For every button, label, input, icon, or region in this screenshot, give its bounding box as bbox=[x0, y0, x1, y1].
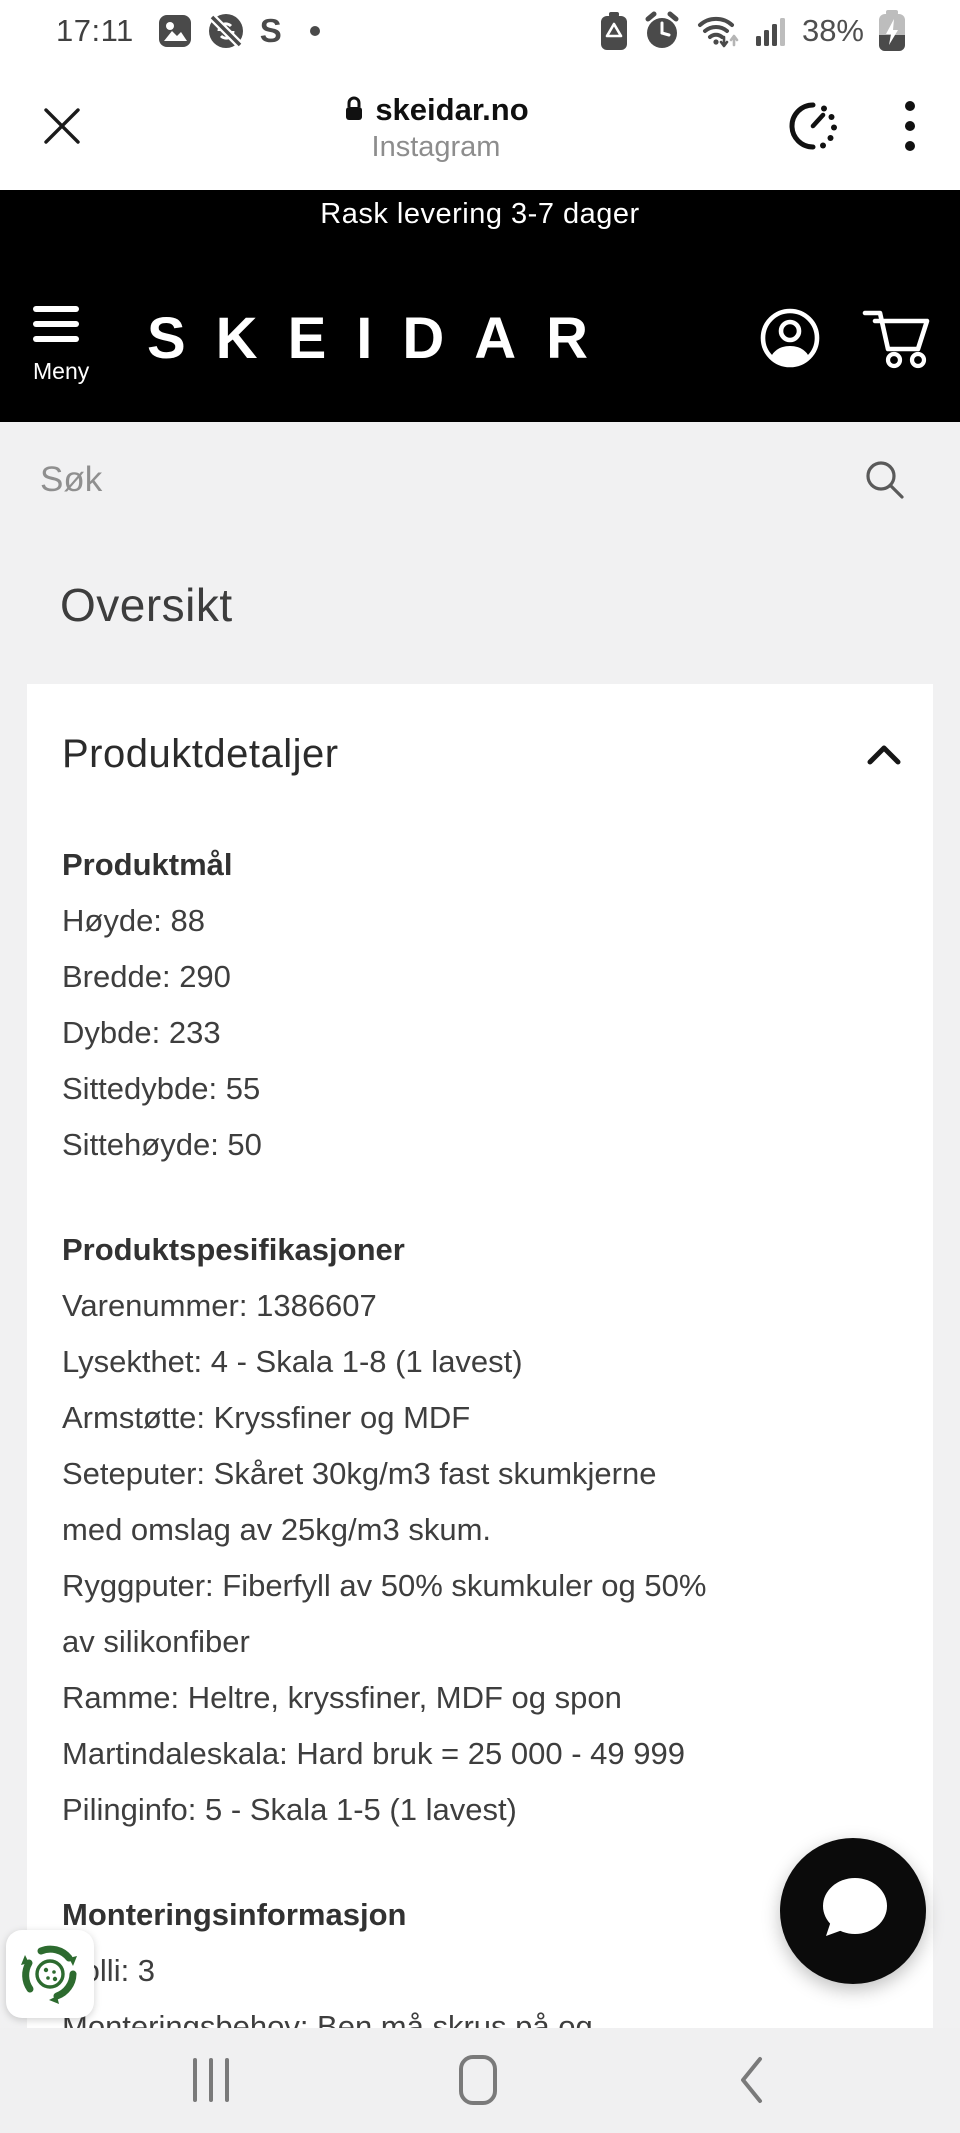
more-menu-icon[interactable] bbox=[904, 98, 916, 154]
recents-icon[interactable] bbox=[193, 2058, 229, 2102]
spec-line: Seteputer: Skåret 30kg/m3 fast skumkjern… bbox=[62, 1456, 657, 1491]
search-bar[interactable]: Søk bbox=[0, 422, 960, 537]
status-bar-right: 38% bbox=[600, 10, 906, 52]
chat-bubble-icon bbox=[814, 1874, 892, 1948]
site-domain: skeidar.no bbox=[375, 91, 529, 127]
s-app-icon: S bbox=[259, 12, 282, 49]
status-bar: 17:11 S bbox=[0, 0, 960, 62]
spec-line: Varenummer: 1386607 bbox=[62, 1288, 377, 1323]
browser-url-area: skeidar.no Instagram bbox=[86, 88, 786, 165]
status-bar-left: 17:11 S bbox=[56, 11, 320, 51]
hamburger-icon bbox=[33, 305, 79, 312]
gallery-icon bbox=[158, 14, 192, 48]
chat-button[interactable] bbox=[780, 1838, 926, 1984]
section-heading: Monteringsinformasjon bbox=[62, 1897, 407, 1932]
spec-line: Høyde: 88 bbox=[62, 903, 206, 938]
cookie-renew-icon bbox=[17, 1941, 83, 2007]
promo-banner: Rask levering 3-7 dager bbox=[320, 198, 640, 230]
spec-line: Armstøtte: Kryssfiner og MDF bbox=[62, 1400, 471, 1435]
in-app-browser-bar: skeidar.no Instagram bbox=[0, 62, 960, 190]
android-nav-bar bbox=[0, 2028, 960, 2133]
account-icon[interactable] bbox=[758, 306, 822, 370]
back-icon[interactable] bbox=[738, 2055, 764, 2105]
battery-percent: 38% bbox=[801, 13, 864, 48]
home-icon[interactable] bbox=[459, 2055, 497, 2105]
menu-button[interactable]: Meny bbox=[33, 305, 103, 385]
lock-icon bbox=[343, 95, 365, 123]
search-placeholder: Søk bbox=[40, 459, 103, 499]
battery-saver-icon bbox=[600, 11, 628, 51]
spec-line: av silikonfiber bbox=[62, 1624, 250, 1659]
wifi-icon bbox=[696, 11, 742, 51]
cart-icon[interactable] bbox=[862, 306, 932, 370]
section-heading: Produktspesifikasjoner bbox=[62, 1232, 405, 1267]
product-details-card: Produktdetaljer Produktmål Høyde: 88 Bre… bbox=[27, 684, 933, 2028]
card-title: Produktdetaljer bbox=[62, 732, 339, 776]
spec-line: med omslag av 25kg/m3 skum. bbox=[62, 1512, 492, 1547]
spec-line: Ryggputer: Fiberfyll av 50% skumkuler og… bbox=[62, 1568, 707, 1603]
alarm-icon bbox=[642, 11, 682, 51]
search-icon[interactable] bbox=[862, 457, 908, 503]
spec-line: Kolli: 3 bbox=[62, 1953, 156, 1988]
clock: 17:11 bbox=[56, 13, 134, 48]
spec-line: Bredde: 290 bbox=[62, 959, 231, 994]
notification-dot-icon bbox=[309, 26, 320, 36]
spec-line: Sittedybde: 55 bbox=[62, 1071, 261, 1106]
spec-line: Martindaleskala: Hard bruk = 25 000 - 49… bbox=[62, 1736, 685, 1771]
accordion-header[interactable]: Produktdetaljer bbox=[62, 732, 903, 777]
chevron-up-icon[interactable] bbox=[865, 742, 903, 768]
spec-line: Ramme: Heltre, kryssfiner, MDF og spon bbox=[62, 1680, 622, 1715]
site-header: Rask levering 3-7 dager Meny SKEIDAR bbox=[0, 190, 960, 422]
section-heading: Produktmål bbox=[62, 847, 233, 882]
menu-label: Meny bbox=[33, 357, 90, 384]
close-icon[interactable] bbox=[38, 102, 86, 150]
spec-line: Sittehøyde: 50 bbox=[62, 1127, 262, 1162]
refresh-icon[interactable] bbox=[786, 99, 840, 153]
spec-line: Lysekthet: 4 - Skala 1-8 (1 lavest) bbox=[62, 1344, 523, 1379]
battery-charging-icon bbox=[878, 10, 906, 52]
spec-line: Monteringsbehov: Ben må skrus på og bbox=[62, 2009, 593, 2028]
spec-line: Dybde: 233 bbox=[62, 1015, 221, 1050]
sync-disabled-icon bbox=[206, 11, 246, 51]
site-nav-row: Meny SKEIDAR bbox=[33, 290, 932, 400]
browser-app-name: Instagram bbox=[371, 131, 501, 164]
page-title: Oversikt bbox=[60, 579, 233, 631]
cookie-widget-button[interactable] bbox=[6, 1930, 94, 2018]
signal-icon bbox=[755, 14, 788, 48]
browser-actions bbox=[786, 98, 916, 154]
spec-line: Pilinginfo: 5 - Skala 1-5 (1 lavest) bbox=[62, 1792, 517, 1827]
site-logo[interactable]: SKEIDAR bbox=[147, 305, 619, 371]
